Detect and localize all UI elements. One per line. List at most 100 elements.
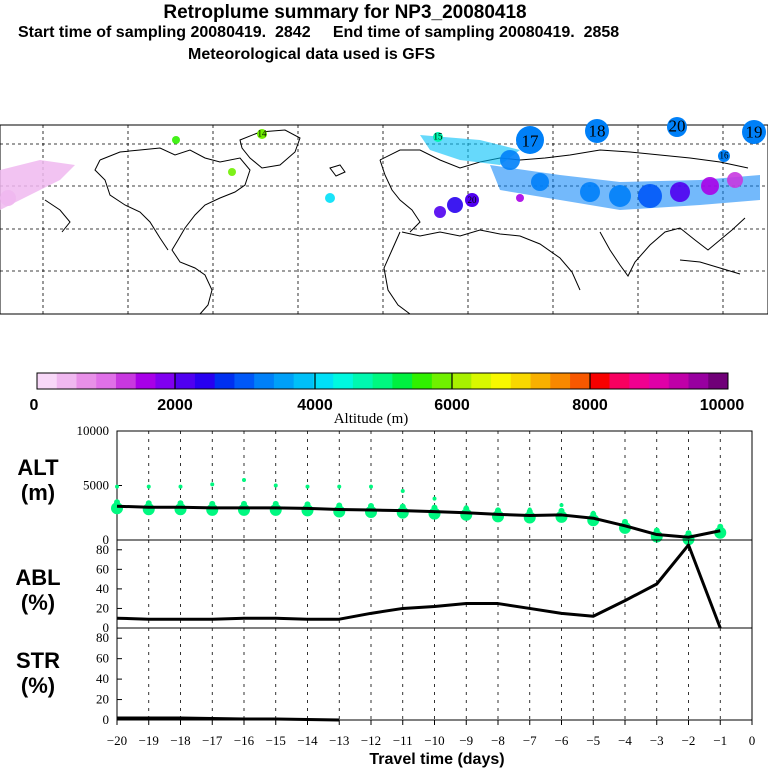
- x-tick-label: −5: [586, 733, 600, 748]
- y-tick-label: 5000: [83, 478, 109, 493]
- map-marker-label: 14: [258, 128, 268, 138]
- altitude-cluster-point: [369, 484, 373, 489]
- map-plume-blob: [500, 150, 520, 170]
- x-tick-label: −3: [650, 733, 664, 748]
- altitude-cluster-point: [305, 484, 310, 489]
- colorbar-swatch: [254, 373, 275, 389]
- altitude-colorbar: [36, 372, 729, 390]
- colorbar-swatch: [56, 373, 77, 389]
- x-tick-label: −2: [682, 733, 696, 748]
- map-marker: [585, 119, 609, 143]
- map-plume-blob: [727, 172, 743, 188]
- colorbar-swatch: [668, 373, 689, 389]
- altitude-cluster-point: [209, 500, 216, 507]
- x-tick-label: −10: [424, 733, 444, 748]
- map-plume-blob: [531, 173, 549, 191]
- colorbar-swatch: [352, 373, 374, 389]
- str-panel-label: STR: [16, 648, 60, 673]
- panel-frame: [116, 627, 753, 721]
- x-tick-label: −9: [459, 733, 473, 748]
- mean-line: [116, 504, 721, 539]
- colorbar-swatch: [372, 373, 393, 389]
- y-tick-label: 40: [96, 671, 109, 686]
- x-tick-label: −18: [170, 733, 190, 748]
- y-tick-label: 10000: [77, 423, 110, 438]
- colorbar-swatch: [589, 373, 610, 389]
- colorbar-swatch: [609, 373, 630, 389]
- map-marker: [433, 132, 443, 142]
- colorbar-tick: 0: [30, 397, 39, 414]
- colorbar-swatch: [293, 373, 314, 389]
- map-marker: [257, 129, 267, 139]
- x-tick-label: −7: [523, 733, 537, 748]
- map-marker: [465, 193, 479, 207]
- altitude-cluster-point: [685, 530, 692, 537]
- map-plume-blob: [172, 136, 180, 144]
- altitude-cluster-point: [336, 502, 343, 509]
- x-tick-label: −12: [361, 733, 381, 748]
- colorbar-tick: 6000: [434, 397, 470, 414]
- y-tick-label: 0: [103, 620, 110, 635]
- colorbar-swatch: [96, 373, 117, 389]
- x-tick-label: 0: [749, 733, 756, 748]
- x-axis-label: Travel time (days): [369, 751, 504, 768]
- map-markers: 17 18 19 20 14 15 16 20: [0, 117, 766, 218]
- x-tick-label: −14: [297, 733, 318, 748]
- x-tick-label: −13: [329, 733, 349, 748]
- y-tick-label: 60: [96, 651, 109, 666]
- y-tick-label: 0: [103, 712, 110, 727]
- mean-line: [117, 716, 340, 722]
- map-plume-blob: [434, 206, 446, 218]
- colorbar-swatch: [451, 373, 472, 389]
- altitude-cluster-point: [431, 504, 438, 511]
- coastlines: [44, 129, 749, 315]
- altitude-cluster-point: [432, 496, 437, 501]
- map-plume-blob: [0, 190, 16, 206]
- map-marker: [742, 120, 766, 144]
- y-tick-label: 80: [96, 542, 109, 557]
- map-plume-blob: [516, 194, 524, 202]
- colorbar-swatch: [115, 373, 137, 389]
- altitude-cluster-point: [115, 484, 119, 489]
- colorbar-swatch: [550, 373, 571, 389]
- map-plume-blob: [701, 177, 719, 195]
- colorbar-tick: 10000: [700, 397, 745, 414]
- abl-panel-label: ABL: [15, 565, 60, 590]
- map-plume-blob: [638, 184, 662, 208]
- x-tick-label: −17: [202, 733, 223, 748]
- colorbar-swatch: [570, 373, 591, 389]
- colorbar-tick: 4000: [297, 397, 333, 414]
- x-tick-label: −4: [618, 733, 632, 748]
- y-tick-label: 80: [96, 630, 109, 645]
- map-plume-blob: [447, 197, 463, 213]
- altitude-cluster-point: [558, 507, 565, 514]
- map-plume-blob: [228, 168, 236, 176]
- altitude-cluster-point: [337, 484, 342, 489]
- map-plume-blob: [670, 182, 690, 202]
- y-tick-label: 20: [96, 692, 109, 707]
- plume-west: [0, 160, 75, 210]
- colorbar-swatch: [333, 373, 354, 389]
- x-tick-label: −16: [234, 733, 255, 748]
- colorbar-swatch: [194, 373, 216, 389]
- chart-title: Retroplume summary for NP3_20080418: [163, 2, 527, 23]
- map-marker: [718, 150, 730, 162]
- colorbar-swatch: [629, 373, 650, 389]
- colorbar-swatch: [234, 373, 255, 389]
- altitude-cluster-point: [273, 483, 278, 488]
- colorbar-swatch: [649, 373, 670, 389]
- map-marker-label: 16: [720, 151, 730, 161]
- colorbar-tick: 8000: [572, 397, 608, 414]
- altitude-cluster-point: [178, 484, 183, 489]
- altitude-cluster-point: [146, 484, 151, 489]
- alt-panel-unit: (m): [21, 480, 55, 505]
- altitude-cluster-point: [177, 500, 184, 507]
- colorbar-swatch: [273, 373, 295, 389]
- colorbar-swatch: [431, 373, 452, 389]
- colorbar-tick: 2000: [157, 397, 193, 414]
- altitude-cluster-point: [653, 527, 660, 534]
- map-panel: 17 18 19 20 14 15 16 20: [0, 117, 768, 315]
- colorbar-swatch: [491, 373, 512, 389]
